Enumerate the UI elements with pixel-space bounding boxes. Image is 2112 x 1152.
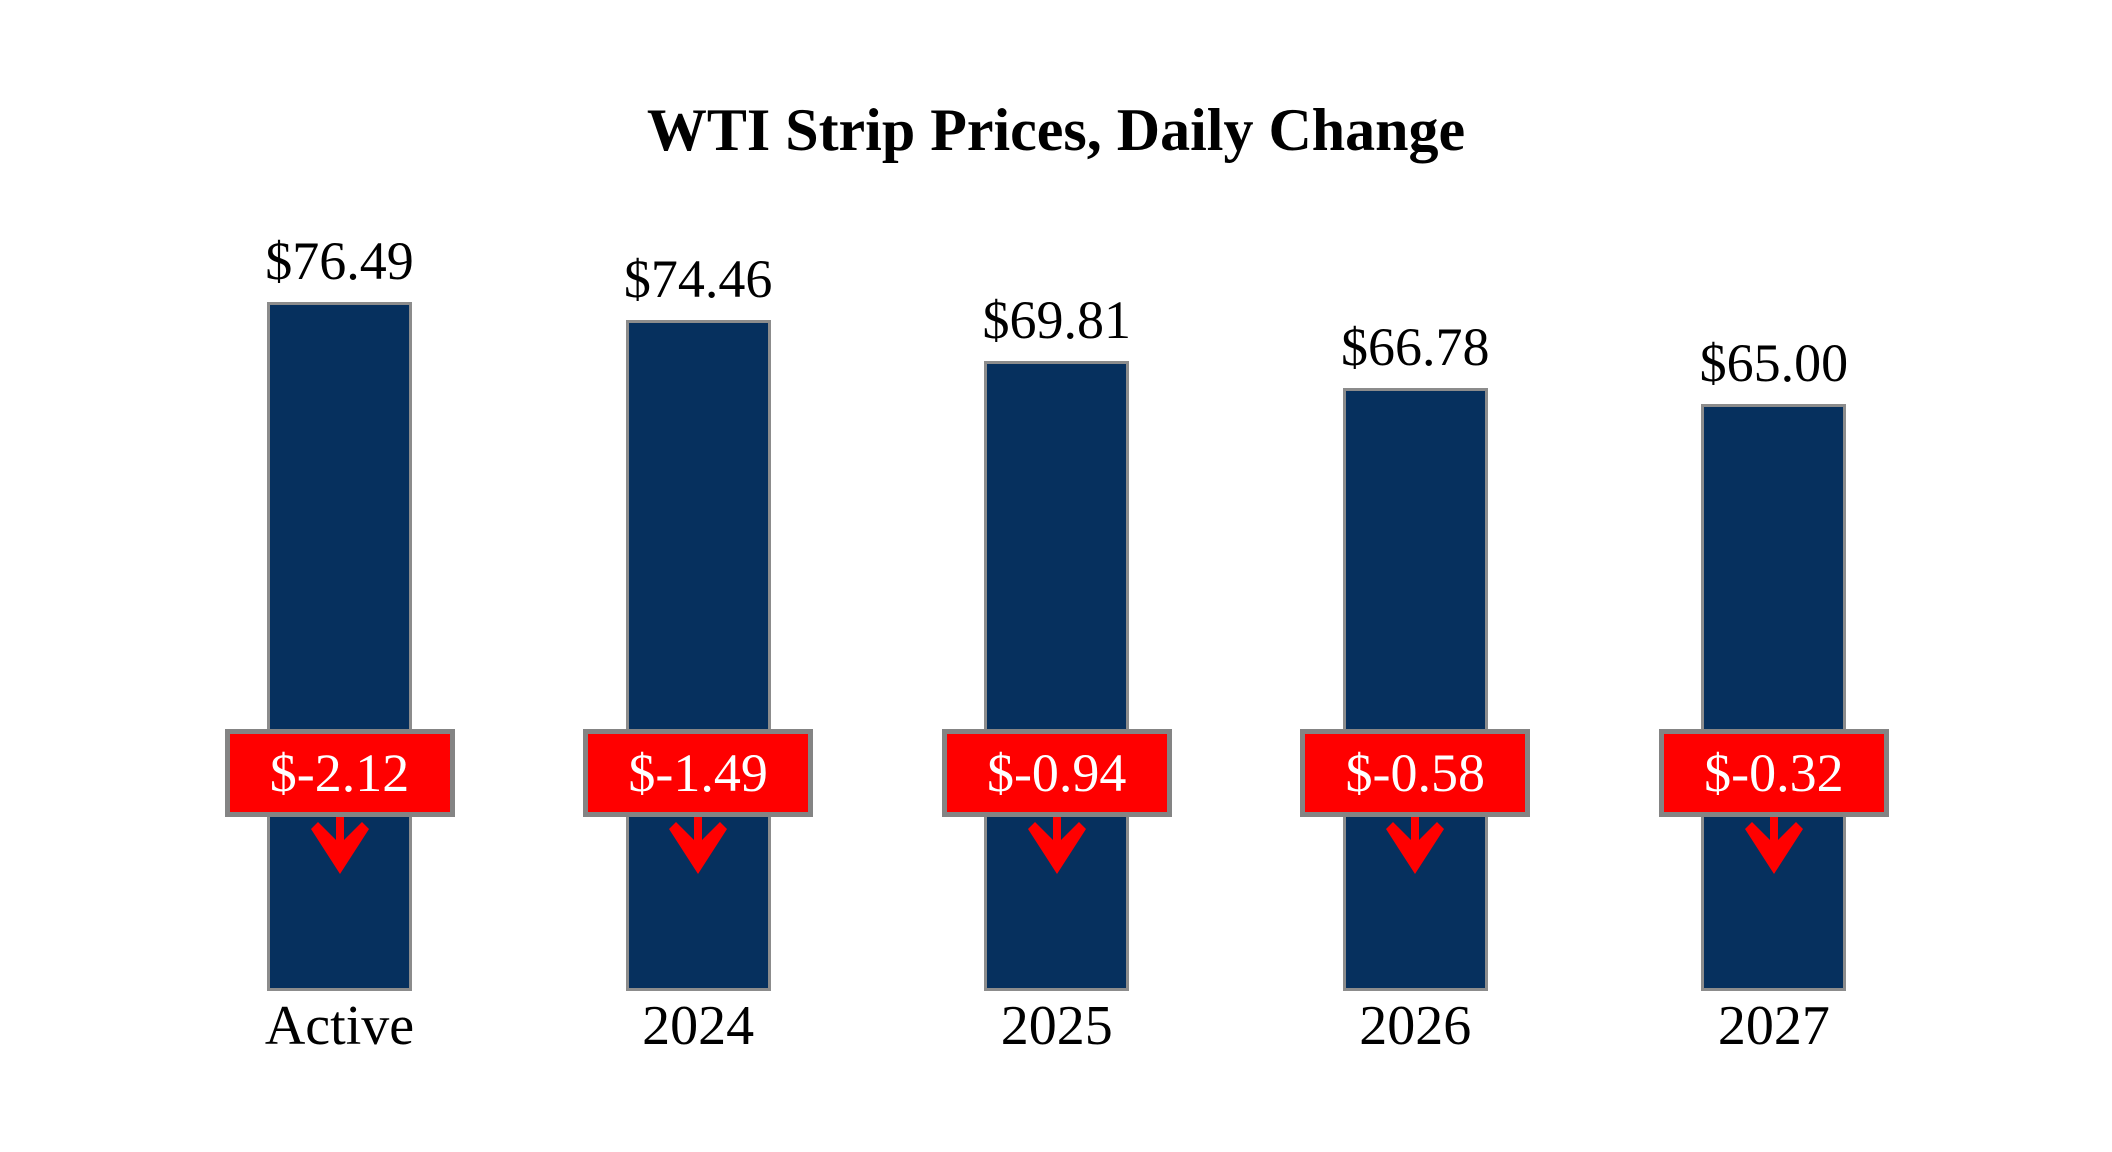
change-badge-label: $-0.32 [1704,743,1844,803]
bar [1342,388,1488,991]
change-badge-label: $-0.94 [986,743,1127,803]
change-badge: $-0.58 [1300,729,1531,817]
bar-value-label: $74.46 [623,249,773,309]
change-badge: $-0.94 [941,729,1172,817]
change-badge-label: $-1.49 [628,743,768,803]
bar-value-label: $69.81 [982,290,1131,350]
bar [984,361,1130,991]
category-label: 2024 [642,995,755,1057]
bar-value-label: $76.49 [265,231,414,291]
down-arrow-icon [1386,816,1445,874]
change-badge: $-2.12 [224,729,455,817]
category-label: 2026 [1359,995,1472,1057]
change-badge: $-1.49 [583,729,814,817]
category-label: Active [264,995,415,1057]
category-label: 2027 [1717,995,1830,1057]
bar [267,302,412,991]
down-arrow-icon [669,816,728,874]
bar-value-label: $65.00 [1699,333,1849,393]
chart-title: WTI Strip Prices, Daily Change [646,97,1466,163]
change-badge: $-0.32 [1658,729,1889,817]
down-arrow-icon [1744,816,1803,874]
category-label: 2025 [1000,995,1113,1057]
change-badge-label: $-2.12 [269,743,410,803]
bar-value-label: $66.78 [1341,317,1490,377]
change-badge-label: $-0.58 [1345,743,1486,803]
bar [625,320,771,991]
bar [1701,404,1847,991]
down-arrow-icon [1027,816,1086,874]
down-arrow-icon [310,816,369,874]
